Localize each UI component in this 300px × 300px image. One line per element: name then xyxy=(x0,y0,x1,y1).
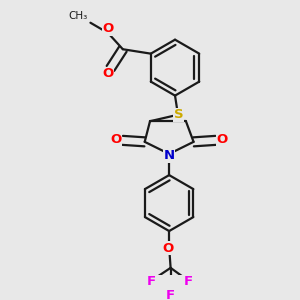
Text: O: O xyxy=(163,242,174,255)
Text: O: O xyxy=(110,133,122,146)
Text: F: F xyxy=(184,275,193,289)
Text: F: F xyxy=(147,275,156,289)
Text: F: F xyxy=(166,289,175,300)
Text: CH₃: CH₃ xyxy=(69,11,88,21)
Text: O: O xyxy=(217,133,228,146)
Text: N: N xyxy=(164,149,175,162)
Text: O: O xyxy=(103,22,114,35)
Text: S: S xyxy=(174,108,184,121)
Text: O: O xyxy=(103,67,114,80)
